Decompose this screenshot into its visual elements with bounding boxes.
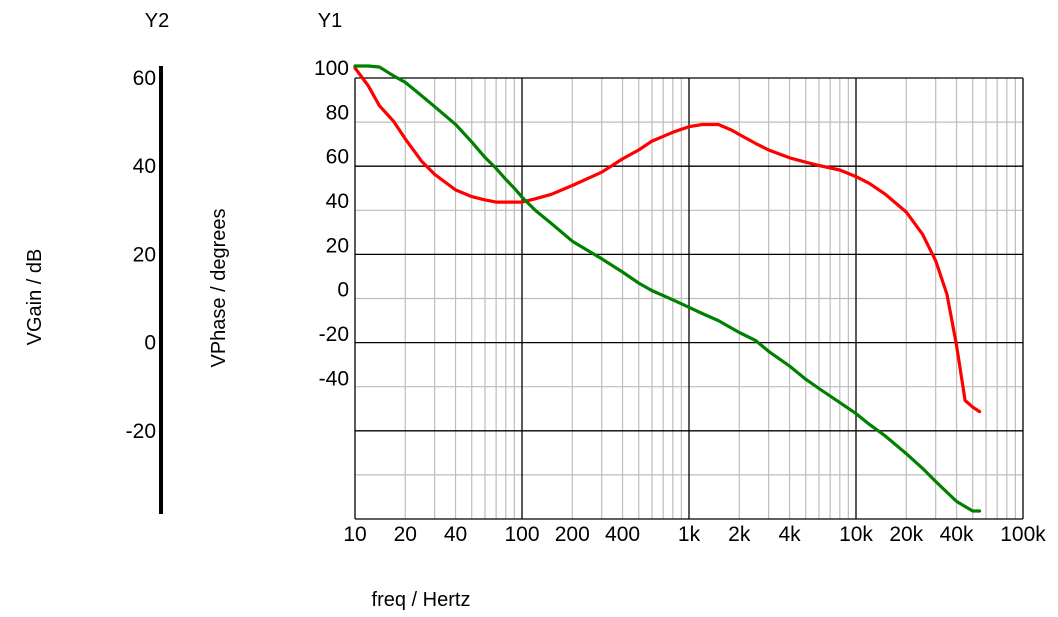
- x-axis-label: freq / Hertz: [372, 589, 471, 611]
- y2-axis-label: VGain / dB: [24, 249, 46, 346]
- y2-tick-labels: 60 40 20 0 -20: [126, 67, 156, 443]
- x-tick-label: 40k: [940, 523, 974, 546]
- y1-header: Y1: [318, 10, 342, 32]
- phase-series-line: [353, 66, 982, 414]
- x-tick-label: 20k: [889, 523, 923, 546]
- y1-tick-label: 80: [326, 101, 349, 124]
- y2-tick-label: 20: [133, 243, 156, 266]
- x-tick-label: 1k: [678, 523, 701, 546]
- series-layer: [353, 64, 982, 513]
- y1-tick-label: 60: [326, 146, 349, 169]
- x-tick-label: 2k: [728, 523, 751, 546]
- y2-tick-label: -20: [126, 420, 156, 443]
- y2-tick-label: 40: [133, 155, 156, 178]
- y1-tick-label: -20: [319, 323, 349, 346]
- y1-tick-label: 20: [326, 234, 349, 257]
- y2-tick-label: 60: [133, 67, 156, 90]
- x-tick-labels: 10 20 40 100 200 400 1k 2k 4k 10k 20k 40k 100k: [343, 523, 1046, 546]
- x-tick-label: 10: [343, 523, 366, 546]
- major-gridlines: [354, 77, 1024, 520]
- y1-tick-label: 100: [314, 57, 349, 80]
- gain-series-line: [353, 64, 982, 513]
- x-tick-label: 20: [394, 523, 417, 546]
- y1-tick-label: -40: [319, 367, 349, 390]
- y2-header: Y2: [145, 10, 169, 32]
- x-tick-label: 100: [504, 523, 539, 546]
- y2-tick-label: 0: [144, 332, 156, 355]
- y1-tick-label: 40: [326, 190, 349, 213]
- x-tick-label: 200: [555, 523, 590, 546]
- y1-tick-label: 0: [337, 279, 349, 302]
- x-tick-label: 40: [444, 523, 467, 546]
- x-tick-label: 100k: [1000, 523, 1046, 546]
- x-tick-label: 4k: [778, 523, 801, 546]
- x-tick-label: 400: [605, 523, 640, 546]
- y1-axis-label: VPhase / degrees: [208, 209, 230, 368]
- x-tick-label: 10k: [839, 523, 873, 546]
- y1-tick-labels: 100 80 60 40 20 0 -20 -40: [314, 57, 349, 390]
